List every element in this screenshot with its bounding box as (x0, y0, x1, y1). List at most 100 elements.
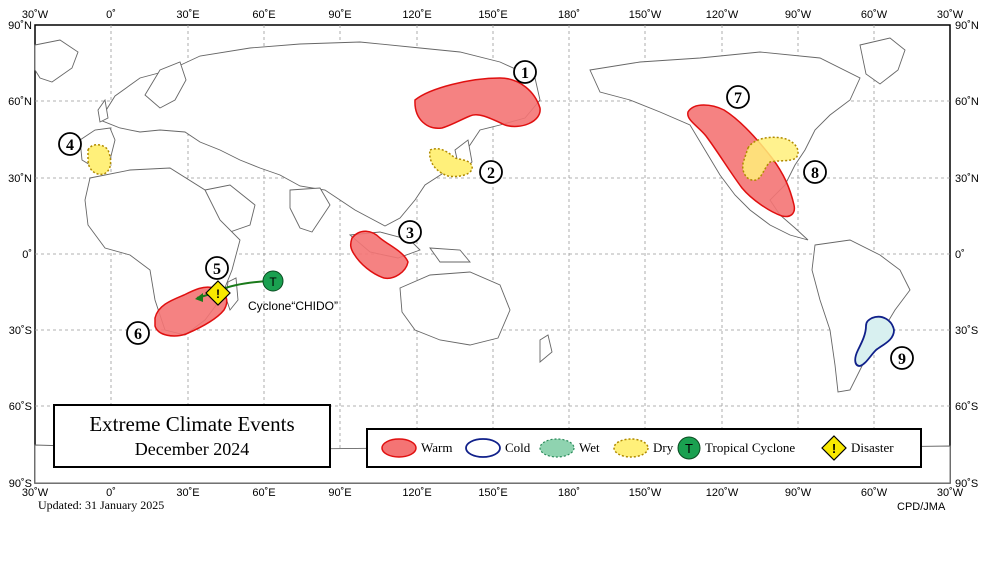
event-8-dry-area (742, 136, 799, 181)
legend-item-warm: Warm (380, 430, 452, 466)
svg-text:!: ! (216, 287, 220, 301)
event-number-7: 7 (726, 85, 750, 109)
svg-text:4: 4 (66, 137, 74, 154)
lon-tick-top: 180˚ (558, 9, 580, 21)
lat-tick-left: 30˚N (8, 173, 32, 185)
legend-label-dry: Dry (653, 440, 674, 455)
cyclone-track-arrowhead (195, 293, 203, 302)
lon-tick-bottom: 30˚E (176, 487, 199, 499)
lon-tick-bottom: 90˚W (785, 487, 812, 499)
legend-item-dry: Dry (612, 430, 673, 466)
lat-tick-right: 0˚ (955, 249, 965, 261)
svg-text:5: 5 (213, 261, 221, 278)
lon-tick-bottom: 60˚W (861, 487, 888, 499)
cold-swatch (465, 438, 501, 458)
svg-text:2: 2 (487, 165, 495, 182)
lon-tick-bottom: 90˚E (328, 487, 351, 499)
event-number-labels: 1 2 3 4 5 6 7 8 9 (58, 60, 914, 370)
legend-label-warm: Warm (421, 440, 453, 455)
lon-tick-bottom: 150˚E (478, 487, 507, 499)
page-title: Extreme Climate Events (89, 412, 295, 436)
event-number-1: 1 (513, 60, 537, 84)
lon-tick-top: 30˚W (937, 9, 964, 21)
disaster-icon: ! (821, 435, 847, 461)
lat-tick-right: 30˚N (955, 173, 979, 185)
event-number-8: 8 (803, 160, 827, 184)
event-9-cold-area (854, 315, 895, 367)
lon-tick-bottom: 120˚E (402, 487, 431, 499)
lon-tick-top: 120˚W (706, 9, 739, 21)
lon-tick-top: 120˚E (402, 9, 431, 21)
legend-item-disaster: ! Disaster (820, 430, 894, 466)
svg-text:8: 8 (811, 165, 819, 182)
warm-swatch (381, 438, 417, 458)
lat-tick-right: 30˚S (955, 325, 978, 337)
lon-tick-top: 90˚W (785, 9, 812, 21)
event-number-9: 9 (890, 346, 914, 370)
legend-item-wet: Wet (538, 430, 600, 466)
lon-tick-top: 30˚E (176, 9, 199, 21)
lon-tick-bottom: 150˚W (629, 487, 662, 499)
legend-label-wet: Wet (579, 440, 600, 455)
wet-swatch (539, 438, 575, 458)
lat-tick-right: 60˚S (955, 401, 978, 413)
disaster-marker: ! (205, 280, 231, 306)
event-6-warm-area (154, 286, 228, 337)
lon-tick-bottom: 30˚W (937, 487, 964, 499)
dry-swatch (613, 438, 649, 458)
svg-text:T: T (685, 441, 693, 456)
credit-label: CPD/JMA (897, 501, 946, 513)
lon-tick-top: 60˚E (252, 9, 275, 21)
event-number-4: 4 (58, 132, 82, 156)
lon-tick-top: 0˚ (106, 9, 116, 21)
lon-tick-top: 150˚W (629, 9, 662, 21)
lon-tick-top: 90˚E (328, 9, 351, 21)
svg-text:9: 9 (898, 351, 906, 368)
legend-item-cold: Cold (464, 430, 530, 466)
lat-tick-left: 60˚N (8, 96, 32, 108)
svg-text:6: 6 (134, 326, 142, 343)
page-subtitle: December 2024 (134, 439, 250, 459)
svg-text:3: 3 (406, 225, 414, 242)
event-1-warm-area (414, 77, 541, 129)
lat-tick-right: 90˚N (955, 20, 979, 32)
lon-tick-top: 150˚E (478, 9, 507, 21)
lon-tick-bottom: 30˚W (22, 487, 49, 499)
legend-item-tropical-cyclone: T Tropical Cyclone (676, 430, 795, 466)
legend-label-cold: Cold (505, 440, 531, 455)
event-7-warm-area (687, 104, 796, 218)
lon-tick-bottom: 180˚ (558, 487, 580, 499)
tropical-cyclone-icon: T (677, 436, 701, 460)
svg-text:!: ! (832, 441, 836, 456)
lon-tick-top: 30˚W (22, 9, 49, 21)
event-number-6: 6 (126, 321, 150, 345)
svg-text:T: T (269, 275, 277, 289)
lon-tick-bottom: 0˚ (106, 487, 116, 499)
legend: Warm Cold Wet Dry T Tropical Cyclone ! D… (366, 428, 922, 468)
event-4-dry-area (87, 144, 112, 176)
lon-tick-top: 60˚W (861, 9, 888, 21)
lat-tick-right: 60˚N (955, 96, 979, 108)
tropical-cyclone-marker: T (262, 270, 284, 292)
updated-date: Updated: 31 January 2025 (38, 498, 165, 512)
event-number-2: 2 (479, 160, 503, 184)
lat-tick-left: 90˚S (9, 478, 32, 490)
event-number-3: 3 (398, 220, 422, 244)
title-box: Extreme Climate Events December 2024 (53, 404, 331, 468)
event-3-warm-area (349, 230, 409, 280)
lon-tick-bottom: 120˚W (706, 487, 739, 499)
lat-tick-left: 30˚S (9, 325, 32, 337)
lat-tick-left: 90˚N (8, 20, 32, 32)
lat-tick-left: 60˚S (9, 401, 32, 413)
event-number-5: 5 (205, 256, 229, 280)
cyclone-name-label: Cyclone“CHIDO” (248, 299, 339, 313)
lat-tick-right: 90˚S (955, 478, 978, 490)
event-2-dry-area (428, 147, 473, 178)
svg-text:7: 7 (734, 90, 742, 107)
lon-tick-bottom: 60˚E (252, 487, 275, 499)
legend-label-disaster: Disaster (851, 440, 894, 455)
svg-text:1: 1 (521, 65, 529, 82)
legend-label-tropical-cyclone: Tropical Cyclone (705, 440, 796, 455)
